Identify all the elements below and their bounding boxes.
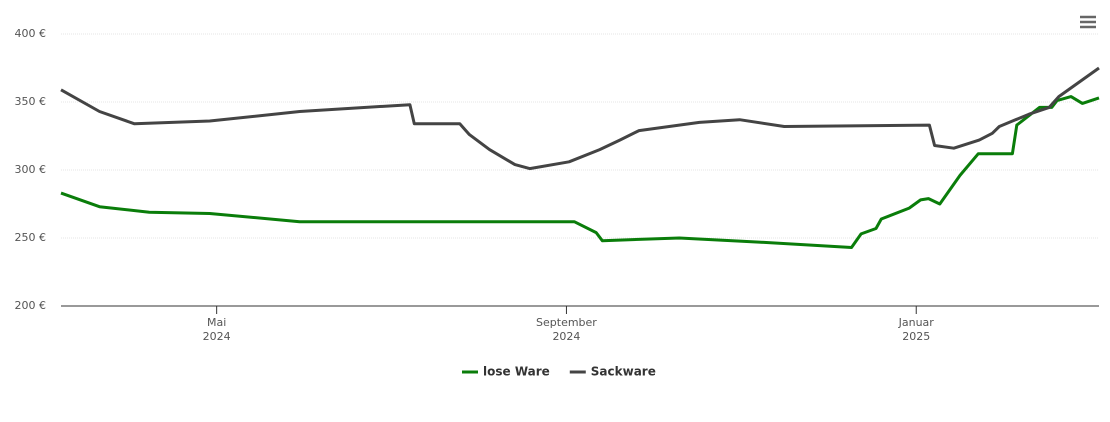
y-tick-label: 350 € [15, 95, 47, 108]
legend-label: Sackware [591, 365, 656, 379]
y-tick-label: 300 € [15, 163, 47, 176]
series-line [60, 95, 1100, 249]
y-tick-label: 200 € [15, 299, 47, 312]
x-tick-label: Mai 2024 [202, 316, 231, 343]
x-tick-label: September 2024 [536, 316, 597, 343]
series-line [60, 66, 1100, 171]
legend-item[interactable]: Sackware [569, 365, 656, 379]
y-tick-label: 400 € [15, 27, 47, 40]
legend-label: lose Ware [483, 365, 550, 379]
legend-item[interactable]: lose Ware [462, 365, 550, 379]
x-tick-label: Januar 2025 [898, 316, 934, 343]
y-tick-label: 250 € [15, 231, 47, 244]
legend: lose Ware Sackware [462, 365, 656, 379]
menu-button[interactable] [1078, 14, 1098, 32]
